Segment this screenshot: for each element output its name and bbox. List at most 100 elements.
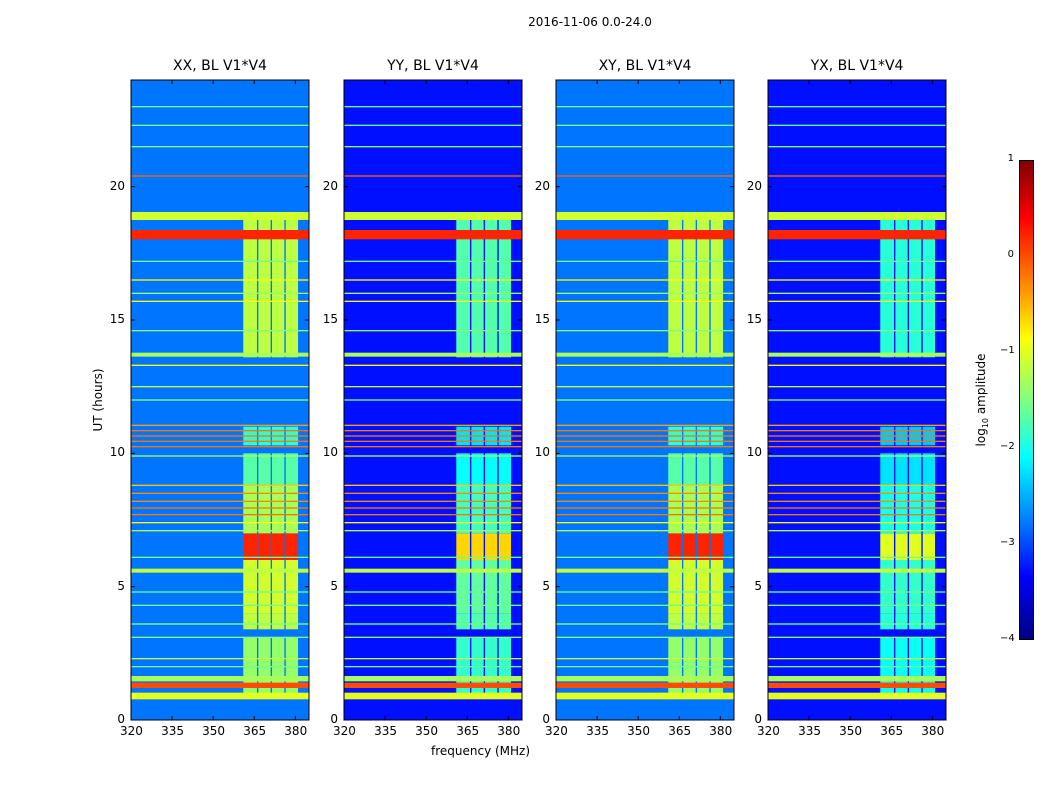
- y-tick-label: 10: [534, 445, 550, 460]
- axes-frame: [343, 79, 523, 721]
- rfi-line: [556, 352, 734, 357]
- axes-frame: [767, 79, 947, 721]
- y-tick-label: 5: [754, 578, 762, 593]
- rfi-line: [344, 430, 522, 432]
- rfi-line: [344, 455, 522, 457]
- rfi-line: [556, 124, 734, 126]
- axes-frame: [555, 79, 735, 721]
- rfi-line: [131, 330, 309, 332]
- rfi-line: [768, 292, 946, 294]
- rfi-line: [768, 514, 946, 516]
- rfi-line: [131, 386, 309, 388]
- rfi-line: [556, 514, 734, 516]
- rfi-band-cell: [895, 613, 908, 630]
- colorbar-tick: −2: [1000, 441, 1015, 452]
- rfi-line: [768, 623, 946, 625]
- rfi-line: [556, 484, 734, 486]
- rfi-band-cell: [243, 453, 257, 486]
- rfi-band-cell: [880, 453, 894, 486]
- x-tick-label: 365: [880, 724, 904, 738]
- rfi-line: [344, 522, 522, 524]
- y-tick-label: 0: [754, 712, 762, 726]
- y-tick-label: 5: [117, 578, 125, 593]
- y-tick-label: 15: [534, 312, 550, 326]
- rfi-band-cell: [272, 560, 285, 614]
- rfi-band-cell: [498, 485, 512, 534]
- rfi-line: [131, 399, 309, 401]
- rfi-band-cell: [909, 453, 922, 486]
- panel-title: YX, BL V1*V4: [810, 58, 904, 74]
- rfi-line: [344, 658, 522, 660]
- y-tick-label: 15: [109, 312, 125, 326]
- rfi-line: [344, 636, 522, 638]
- rfi-line: [768, 300, 946, 302]
- y-tick-label: 5: [330, 578, 338, 593]
- rfi-band-cell: [272, 613, 285, 630]
- x-tick-label: 350: [202, 724, 226, 738]
- rfi-line: [131, 124, 309, 126]
- rfi-line: [131, 175, 309, 177]
- rfi-line: [768, 484, 946, 486]
- x-tick-label: 365: [456, 724, 480, 738]
- heatmap-svg: [767, 79, 947, 721]
- rfi-line: [768, 507, 946, 509]
- rfi-line: [131, 522, 309, 524]
- rfi-line: [768, 124, 946, 126]
- rfi-band-cell: [243, 533, 257, 560]
- y-tick-label: 15: [746, 312, 762, 326]
- rfi-band-cell: [880, 218, 894, 358]
- rfi-line: [344, 676, 522, 682]
- rfi-band-cell: [498, 560, 512, 614]
- rfi-line: [344, 424, 522, 426]
- y-tick-label: 10: [322, 445, 338, 460]
- rfi-line: [131, 556, 309, 558]
- rfi-line: [344, 500, 522, 502]
- rfi-line: [556, 446, 734, 448]
- rfi-line: [131, 430, 309, 432]
- rfi-band-cell: [683, 218, 696, 358]
- rfi-line: [131, 507, 309, 509]
- x-tick-label: 320: [120, 724, 143, 738]
- rfi-line: [344, 446, 522, 448]
- rfi-band-cell: [909, 533, 922, 560]
- rfi-band-cell: [880, 533, 894, 560]
- rfi-line: [131, 676, 309, 682]
- rfi-line: [344, 568, 522, 573]
- rfi-band-cell: [697, 453, 710, 486]
- rfi-band-cell: [909, 218, 922, 358]
- rfi-band-cell: [258, 485, 271, 534]
- y-tick-label: 15: [322, 312, 338, 326]
- rfi-line: [344, 292, 522, 294]
- x-tick-label: 350: [839, 724, 863, 738]
- rfi-line: [131, 424, 309, 426]
- rfi-line: [768, 692, 946, 700]
- rfi-line: [768, 424, 946, 426]
- rfi-line: [556, 591, 734, 593]
- y-tick-label: 0: [330, 712, 338, 726]
- y-tick-label: 0: [117, 712, 125, 726]
- rfi-band-cell: [697, 485, 710, 534]
- x-axis-label: frequency (MHz): [431, 744, 531, 758]
- rfi-line: [556, 676, 734, 682]
- rfi-line: [131, 568, 309, 573]
- rfi-line: [344, 492, 522, 494]
- rfi-line: [768, 146, 946, 148]
- rfi-band-cell: [668, 533, 682, 560]
- rfi-band-cell: [710, 218, 724, 358]
- rfi-band-cell: [668, 560, 682, 614]
- rfi-line: [344, 440, 522, 442]
- rfi-band-cell: [485, 613, 498, 630]
- panel-yy: YY, BL V1*V4 320 335 350 365 380 0 5 10 15 20: [323, 58, 523, 738]
- rfi-line: [768, 446, 946, 448]
- rfi-band-cell: [683, 453, 696, 486]
- rfi-band-cell: [498, 533, 512, 560]
- rfi-line: [344, 386, 522, 388]
- x-tick-label: 380: [921, 724, 945, 738]
- rfi-line: [131, 300, 309, 302]
- rfi-band-cell: [456, 613, 470, 630]
- rfi-line: [344, 146, 522, 148]
- rfi-band-cell: [272, 453, 285, 486]
- rfi-band-cell: [471, 453, 484, 486]
- rfi-line: [131, 492, 309, 494]
- rfi-band-cell: [456, 453, 470, 486]
